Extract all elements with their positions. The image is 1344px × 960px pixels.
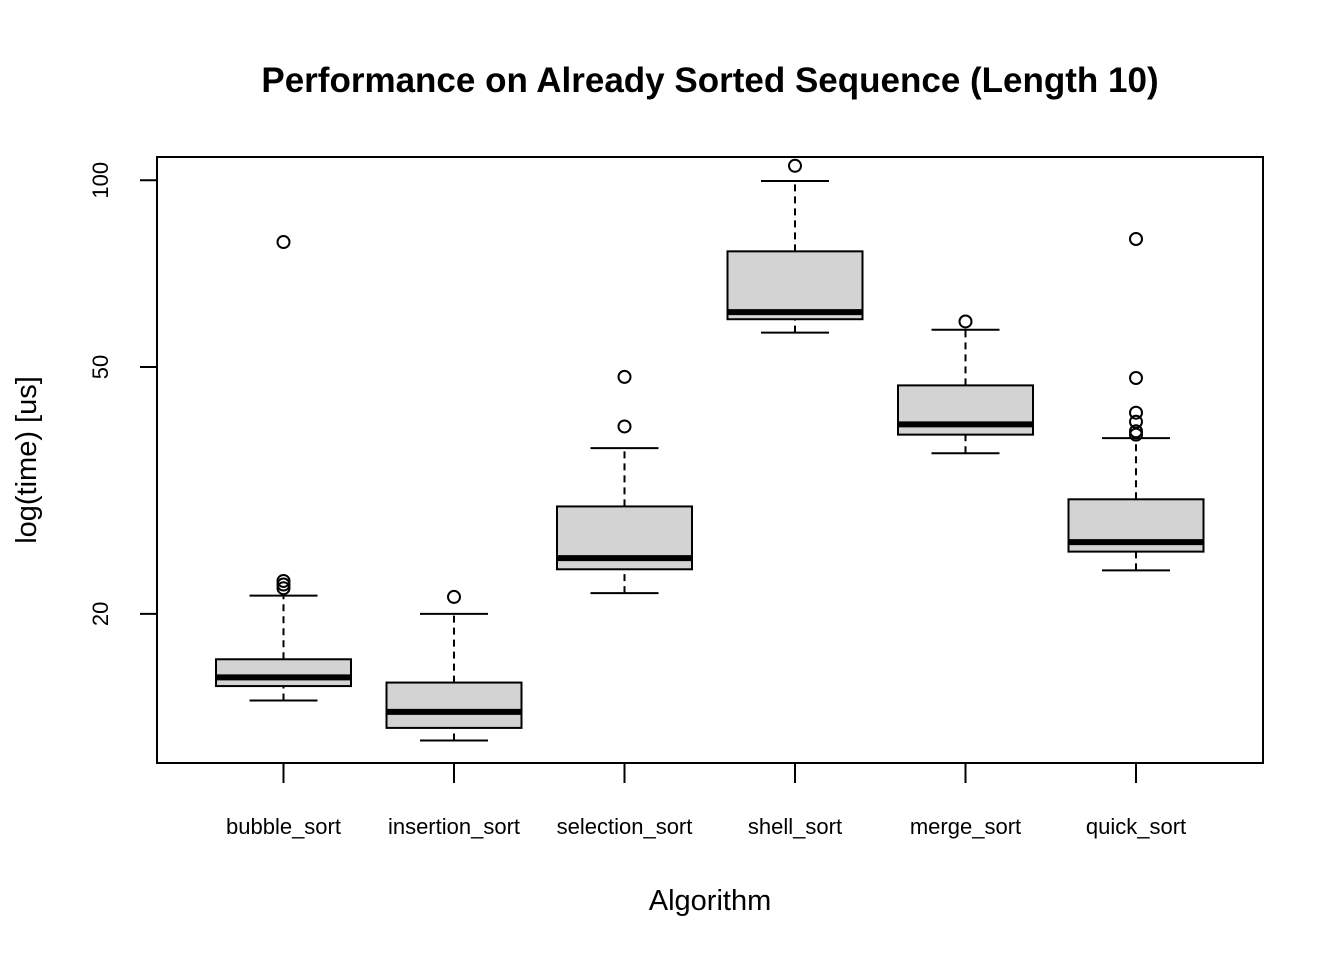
outlier-point: [1129, 370, 1143, 385]
x-tick-label: bubble_sort: [226, 814, 341, 839]
box-group-bubble_sort: [215, 235, 352, 702]
box-group-merge_sort: [897, 314, 1034, 455]
iqr-box: [215, 658, 352, 688]
outlier-point: [958, 314, 973, 329]
y-tick-label: 100: [88, 162, 113, 199]
outlier-point: [617, 369, 632, 384]
outlier-point: [276, 235, 291, 250]
x-tick-label: shell_sort: [748, 814, 842, 839]
box-group-quick_sort: [1067, 232, 1205, 572]
x-tick-label: selection_sort: [557, 814, 693, 839]
y-axis-label: log(time) [us]: [11, 376, 43, 544]
y-axis: 20 50 100: [88, 162, 158, 626]
box-group-shell_sort: [726, 158, 864, 334]
box-group-insertion_sort: [385, 589, 523, 742]
x-tick-label: merge_sort: [910, 814, 1021, 839]
box-group-selection_sort: [556, 369, 693, 595]
y-tick-label: 20: [88, 602, 113, 626]
x-tick-label: quick_sort: [1086, 814, 1186, 839]
outlier-point: [788, 158, 802, 173]
iqr-box: [726, 250, 864, 321]
chart-title: Performance on Already Sorted Sequence (…: [261, 61, 1158, 100]
iqr-box: [385, 681, 523, 729]
outlier-point: [447, 589, 461, 604]
outlier-point: [276, 581, 291, 596]
outlier-point: [276, 573, 291, 588]
outlier-point: [1129, 424, 1143, 439]
outlier-point: [1129, 405, 1143, 420]
x-axis-label: Algorithm: [649, 885, 772, 917]
boxes-layer: [215, 158, 1205, 742]
outlier-point: [1129, 232, 1143, 247]
y-tick-label: 50: [88, 355, 113, 379]
outlier-point: [617, 419, 632, 434]
x-axis: bubble_sort insertion_sort selection_sort s…: [226, 762, 1186, 839]
outlier-point: [1129, 414, 1143, 429]
x-tick-label: insertion_sort: [388, 814, 520, 839]
